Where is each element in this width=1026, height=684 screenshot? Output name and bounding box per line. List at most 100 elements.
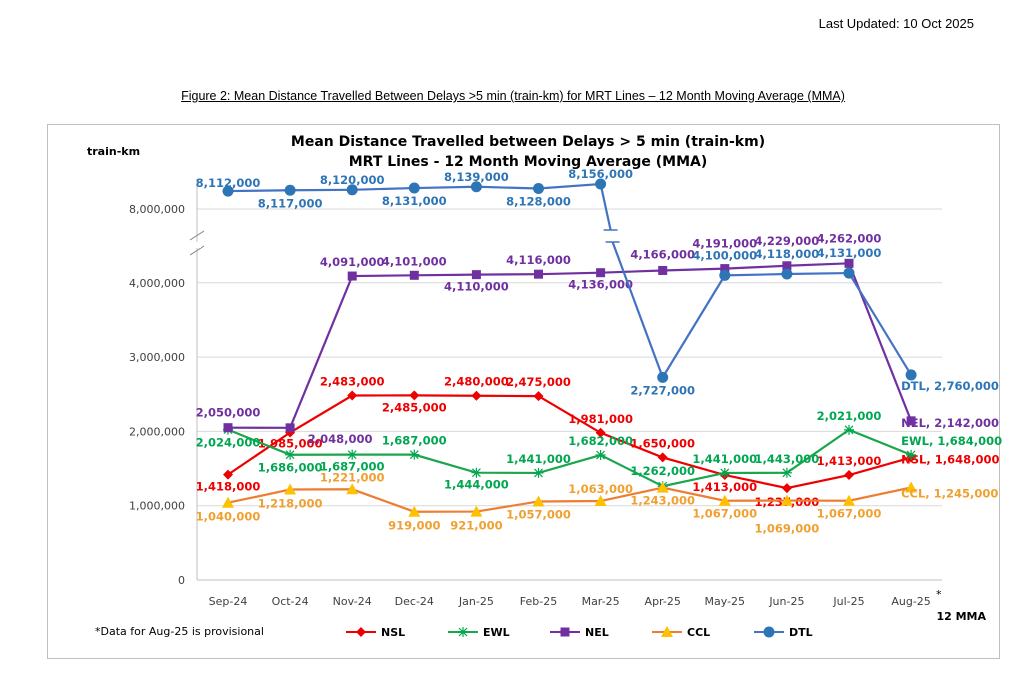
data-point-ccl: [656, 481, 669, 493]
x-tick-label: Jan-25: [458, 595, 494, 608]
data-point-ccl: [346, 483, 359, 495]
y-tick-label: 1,000,000: [129, 500, 185, 513]
data-label-ewl: 1,686,000: [258, 461, 323, 475]
axis-break-gap: [193, 242, 201, 248]
data-point-ccl: [718, 494, 731, 506]
data-point-dtl: [470, 181, 482, 193]
data-label-ewl: 2,024,000: [196, 436, 261, 450]
data-point-ccl: [594, 495, 607, 507]
data-label-nsl: NSL, 1,648,000: [901, 453, 999, 467]
data-point-nel: [658, 265, 668, 275]
data-label-nsl: 2,480,000: [444, 375, 509, 389]
data-label-ccl: 1,218,000: [258, 497, 323, 511]
data-label-dtl: 4,100,000: [692, 248, 757, 262]
data-label-nsl: 1,981,000: [568, 412, 633, 426]
data-label-ccl: CCL, 1,245,000: [901, 486, 998, 500]
data-point-dtl: [284, 184, 296, 196]
data-point-dtl: [222, 185, 234, 197]
legend-label-ccl: CCL: [687, 626, 710, 639]
data-label-dtl: 8,117,000: [258, 196, 323, 210]
data-point-ccl: [843, 494, 855, 506]
data-point-ccl: [905, 481, 918, 493]
data-label-nel: 4,166,000: [630, 247, 695, 261]
chart-title: Mean Distance Travelled between Delays >…: [291, 134, 765, 150]
data-point-nel: [409, 270, 419, 280]
series-line-dtl: [611, 241, 913, 380]
data-label-nsl: 1,418,000: [196, 480, 261, 494]
data-label-nel: 4,091,000: [320, 255, 385, 269]
data-point-nsl: [471, 390, 482, 401]
data-label-nel: 4,110,000: [444, 280, 509, 294]
data-label-ewl: 1,441,000: [692, 452, 757, 466]
data-point-nel: [223, 423, 233, 433]
data-point-dtl: [408, 182, 420, 194]
data-label-nel: NEL, 2,142,000: [901, 416, 999, 430]
data-point-nsl: [223, 469, 233, 480]
data-point-nel: [844, 258, 854, 268]
data-label-nsl: 1,413,000: [817, 454, 882, 468]
data-point-dtl: [905, 369, 917, 381]
data-label-dtl: DTL, 2,760,000: [901, 379, 999, 393]
data-label-nel: 4,101,000: [382, 254, 447, 268]
data-point-ccl: [780, 494, 793, 506]
y-tick-label: 4,000,000: [129, 277, 185, 290]
series-line-nel: [227, 262, 913, 429]
y-tick-label: 0: [178, 574, 185, 587]
data-point-nsl: [657, 452, 668, 463]
data-label-dtl: 4,118,000: [755, 247, 820, 261]
x-tick-label: May-25: [705, 595, 746, 608]
data-label-ccl: 1,067,000: [692, 507, 757, 521]
legend-marker-nel: [560, 627, 570, 637]
data-label-nel: 2,050,000: [196, 406, 261, 420]
data-point-nel: [534, 269, 543, 279]
data-label-ewl: 1,262,000: [630, 464, 695, 478]
data-point-ewl: [595, 450, 606, 461]
data-label-ccl: 1,221,000: [320, 470, 385, 484]
data-point-ccl: [284, 483, 297, 495]
data-point-dtl: [533, 183, 544, 195]
legend-marker-ccl: [661, 626, 673, 637]
legend-label-nsl: NSL: [381, 626, 405, 639]
data-label-dtl: 2,727,000: [630, 383, 695, 397]
legend-label-nel: NEL: [585, 626, 609, 639]
series-line-dtl: [227, 182, 612, 231]
data-label-ewl: 1,444,000: [444, 478, 509, 492]
figure-caption: Figure 2: Mean Distance Travelled Betwee…: [181, 89, 845, 103]
data-label-nel: 4,191,000: [692, 237, 757, 251]
data-label-nsl: 2,483,000: [320, 375, 385, 389]
data-label-nsl: 1,413,000: [692, 480, 757, 494]
y-axis-label: train-km: [87, 145, 140, 158]
x-tick-label: Dec-24: [395, 595, 434, 608]
data-label-ewl: 1,682,000: [568, 434, 633, 448]
x-tick-label: Jul-25: [832, 595, 864, 608]
x-tick-label: Nov-24: [333, 595, 372, 608]
data-label-ccl: 1,243,000: [630, 494, 695, 508]
data-point-nsl: [347, 390, 358, 401]
data-label-ewl: EWL, 1,684,000: [901, 434, 1002, 448]
data-point-dtl: [843, 267, 855, 279]
data-label-ccl: 1,069,000: [755, 522, 820, 536]
data-point-nsl: [533, 391, 544, 402]
data-label-ewl: 1,687,000: [382, 434, 447, 448]
data-point-nsl: [595, 427, 606, 438]
y-tick-label: 3,000,000: [129, 351, 185, 364]
data-label-ccl: 1,067,000: [817, 507, 882, 521]
legend-marker-dtl: [763, 626, 775, 638]
data-point-ccl: [222, 496, 234, 508]
data-label-dtl: 8,156,000: [568, 167, 633, 181]
data-label-nsl: 2,475,000: [506, 375, 571, 389]
data-label-ccl: 1,063,000: [568, 482, 633, 496]
data-label-dtl: 4,131,000: [817, 246, 882, 260]
data-label-dtl: 8,128,000: [506, 195, 571, 209]
data-label-ccl: 1,040,000: [196, 510, 261, 524]
data-label-dtl: 8,131,000: [382, 194, 447, 208]
data-label-dtl: 8,120,000: [320, 173, 385, 187]
x-tick-label: Jun-25: [768, 595, 804, 608]
data-point-ewl: [844, 424, 854, 435]
data-point-dtl: [595, 178, 607, 190]
y-tick-label: 8,000,000: [129, 203, 185, 216]
data-point-ewl: [533, 467, 544, 478]
data-label-ewl: 1,443,000: [755, 452, 820, 466]
data-point-ewl: [781, 467, 792, 478]
